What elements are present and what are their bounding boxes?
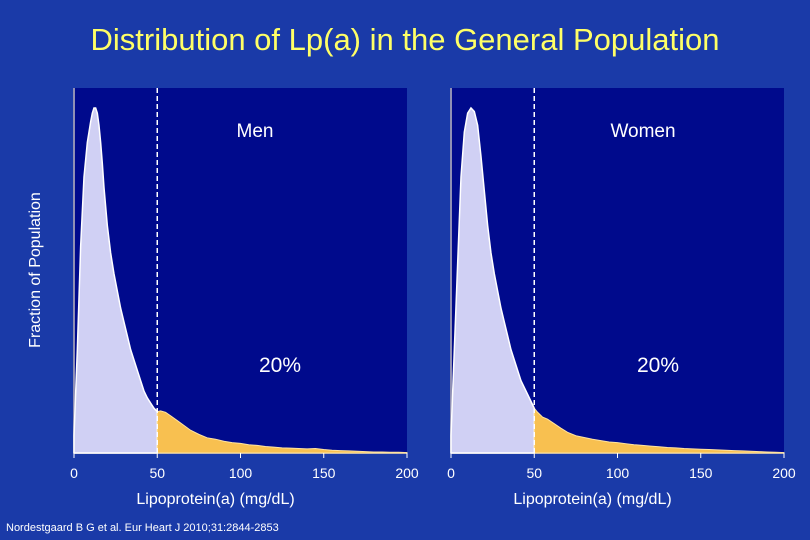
x-axis-label: Lipoprotein(a) (mg/dL) xyxy=(136,491,294,508)
area-below-threshold xyxy=(73,107,158,454)
chart-panel-men: Men 20% 0 50 100 150 200 Lipoprotein(a) (mg/dL) xyxy=(70,88,419,508)
x-tick-label: 50 xyxy=(149,465,165,481)
x-tick-label: 200 xyxy=(395,465,419,481)
x-axis-label: Lipoprotein(a) (mg/dL) xyxy=(513,491,671,508)
area-above-threshold xyxy=(533,406,785,454)
chart-title: Distribution of Lp(a) in the General Pop… xyxy=(90,22,720,57)
citation: Nordestgaard B G et al. Eur Heart J 2010… xyxy=(6,522,279,534)
x-tick-label: 100 xyxy=(229,465,253,481)
panel-label: Women xyxy=(610,121,675,142)
x-tick-label: 150 xyxy=(312,465,336,481)
percent-annotation: 20% xyxy=(259,354,301,377)
chart-panel-women: Women 20% 0 50 100 150 200 Lipoprotein(a) (mg/d… xyxy=(447,88,796,508)
x-tick-label: 150 xyxy=(689,465,713,481)
x-tick-label: 50 xyxy=(526,465,542,481)
x-tick-label: 200 xyxy=(772,465,796,481)
x-tick-label: 100 xyxy=(606,465,630,481)
area-below-threshold xyxy=(450,106,535,454)
percent-annotation: 20% xyxy=(637,354,679,377)
x-tick-label: 0 xyxy=(447,465,455,481)
panel-label: Men xyxy=(237,121,274,142)
x-tick-label: 0 xyxy=(70,465,78,481)
area-above-threshold xyxy=(156,410,408,454)
